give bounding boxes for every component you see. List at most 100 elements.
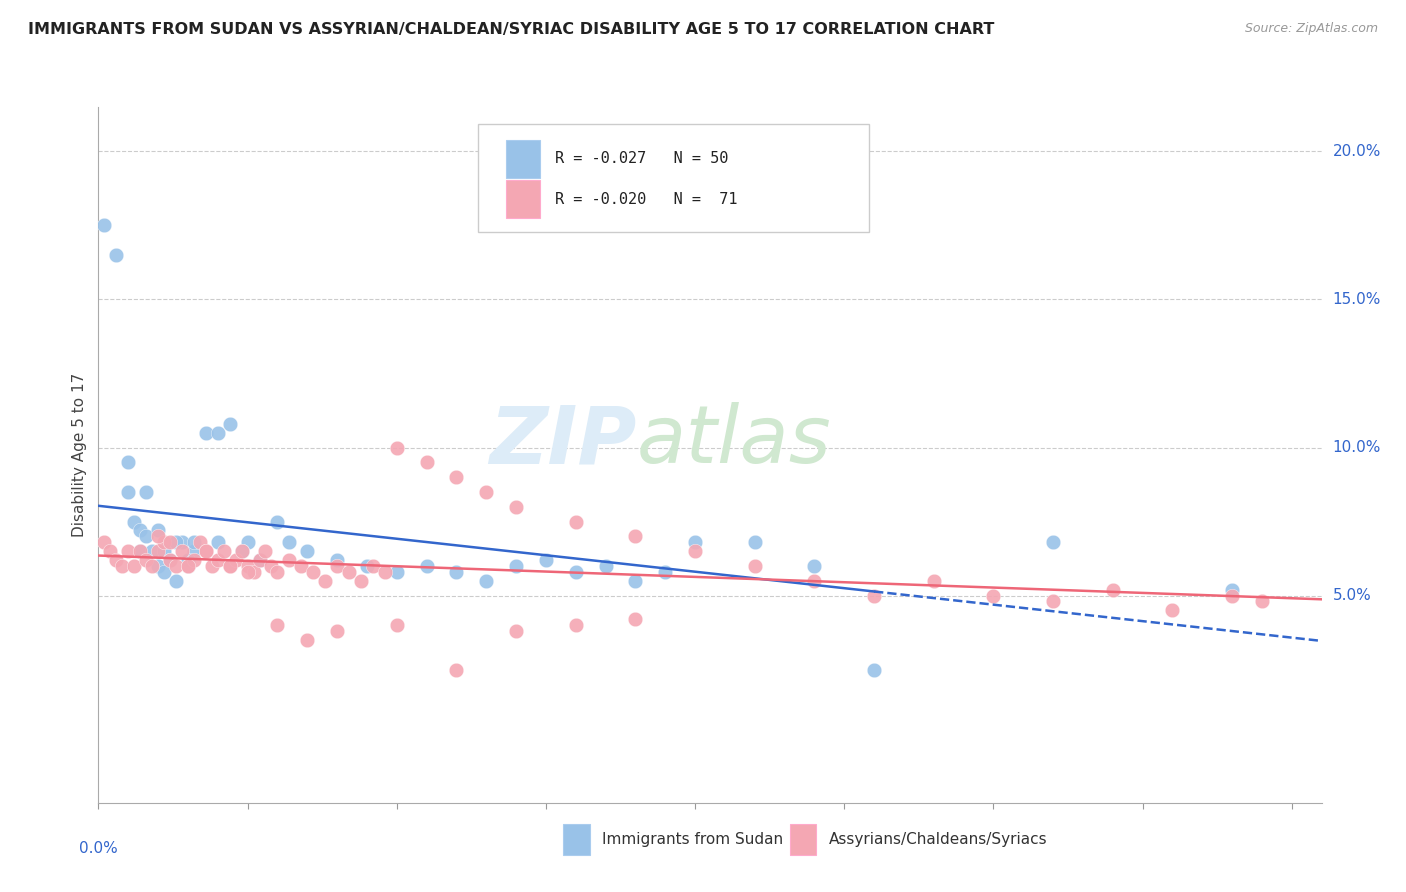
Point: [565, 618, 588, 632]
Point: [93, 535, 115, 549]
Point: [326, 624, 349, 638]
Point: [1042, 594, 1064, 608]
Point: [183, 535, 205, 549]
Bar: [790, 823, 817, 855]
Text: Source: ZipAtlas.com: Source: ZipAtlas.com: [1244, 22, 1378, 36]
Text: IMMIGRANTS FROM SUDAN VS ASSYRIAN/CHALDEAN/SYRIAC DISABILITY AGE 5 TO 17 CORRELA: IMMIGRANTS FROM SUDAN VS ASSYRIAN/CHALDE…: [28, 22, 994, 37]
Point: [314, 574, 336, 588]
Point: [505, 558, 527, 573]
Point: [117, 484, 139, 499]
Bar: [506, 140, 540, 178]
Point: [194, 544, 217, 558]
Point: [1042, 535, 1064, 549]
Point: [326, 553, 349, 567]
Point: [105, 248, 128, 262]
Point: [153, 565, 176, 579]
Point: [1220, 589, 1243, 603]
Text: 10.0%: 10.0%: [1333, 440, 1381, 455]
Point: [129, 544, 152, 558]
Point: [803, 574, 825, 588]
Point: [183, 553, 205, 567]
Point: [212, 544, 235, 558]
Text: R = -0.027   N = 50: R = -0.027 N = 50: [555, 152, 728, 167]
Point: [385, 565, 408, 579]
Point: [122, 558, 145, 573]
Point: [159, 535, 181, 549]
Point: [141, 544, 163, 558]
Y-axis label: Disability Age 5 to 17: Disability Age 5 to 17: [72, 373, 87, 537]
Point: [254, 544, 277, 558]
Point: [225, 553, 247, 567]
Point: [278, 553, 301, 567]
Point: [1161, 603, 1184, 617]
Point: [249, 553, 271, 567]
Point: [505, 500, 527, 514]
Point: [207, 553, 229, 567]
Point: [188, 535, 211, 549]
Point: [1251, 594, 1274, 608]
Point: [146, 529, 169, 543]
Point: [218, 558, 240, 573]
Point: [170, 535, 193, 549]
Point: [218, 417, 240, 431]
Point: [207, 425, 229, 440]
Point: [278, 535, 301, 549]
Point: [983, 589, 1005, 603]
Point: [565, 515, 588, 529]
Point: [117, 544, 139, 558]
Point: [863, 589, 886, 603]
Point: [326, 558, 349, 573]
Point: [1220, 582, 1243, 597]
Point: [266, 565, 288, 579]
Point: [159, 553, 181, 567]
Point: [177, 558, 200, 573]
Point: [302, 565, 325, 579]
Point: [111, 558, 134, 573]
Point: [165, 574, 187, 588]
Text: 15.0%: 15.0%: [1333, 292, 1381, 307]
Point: [356, 558, 378, 573]
Point: [297, 632, 319, 647]
Point: [236, 535, 259, 549]
Point: [159, 553, 181, 567]
Point: [385, 441, 408, 455]
Point: [141, 558, 163, 573]
Point: [290, 558, 312, 573]
Point: [337, 565, 360, 579]
Bar: [564, 823, 591, 855]
Point: [863, 663, 886, 677]
Point: [803, 558, 825, 573]
Point: [415, 558, 437, 573]
Point: [153, 544, 176, 558]
Point: [194, 544, 217, 558]
Point: [1101, 582, 1123, 597]
Point: [201, 558, 224, 573]
Point: [231, 544, 253, 558]
Point: [183, 544, 205, 558]
Point: [129, 524, 152, 538]
Text: Immigrants from Sudan: Immigrants from Sudan: [602, 832, 783, 847]
Point: [231, 544, 253, 558]
Text: ZIP: ZIP: [489, 402, 637, 480]
Point: [624, 612, 647, 626]
Point: [505, 624, 527, 638]
Text: R = -0.020   N =  71: R = -0.020 N = 71: [555, 192, 737, 207]
Text: Assyrians/Chaldeans/Syriacs: Assyrians/Chaldeans/Syriacs: [828, 832, 1047, 847]
Point: [165, 535, 187, 549]
FancyBboxPatch shape: [478, 124, 869, 232]
Point: [744, 535, 766, 549]
Point: [242, 565, 264, 579]
Point: [135, 529, 157, 543]
Point: [683, 535, 706, 549]
Point: [98, 544, 121, 558]
Point: [260, 558, 283, 573]
Point: [135, 484, 157, 499]
Bar: [506, 180, 540, 219]
Point: [385, 618, 408, 632]
Point: [146, 544, 169, 558]
Point: [177, 558, 200, 573]
Point: [297, 544, 319, 558]
Point: [153, 535, 176, 549]
Point: [266, 618, 288, 632]
Point: [218, 558, 240, 573]
